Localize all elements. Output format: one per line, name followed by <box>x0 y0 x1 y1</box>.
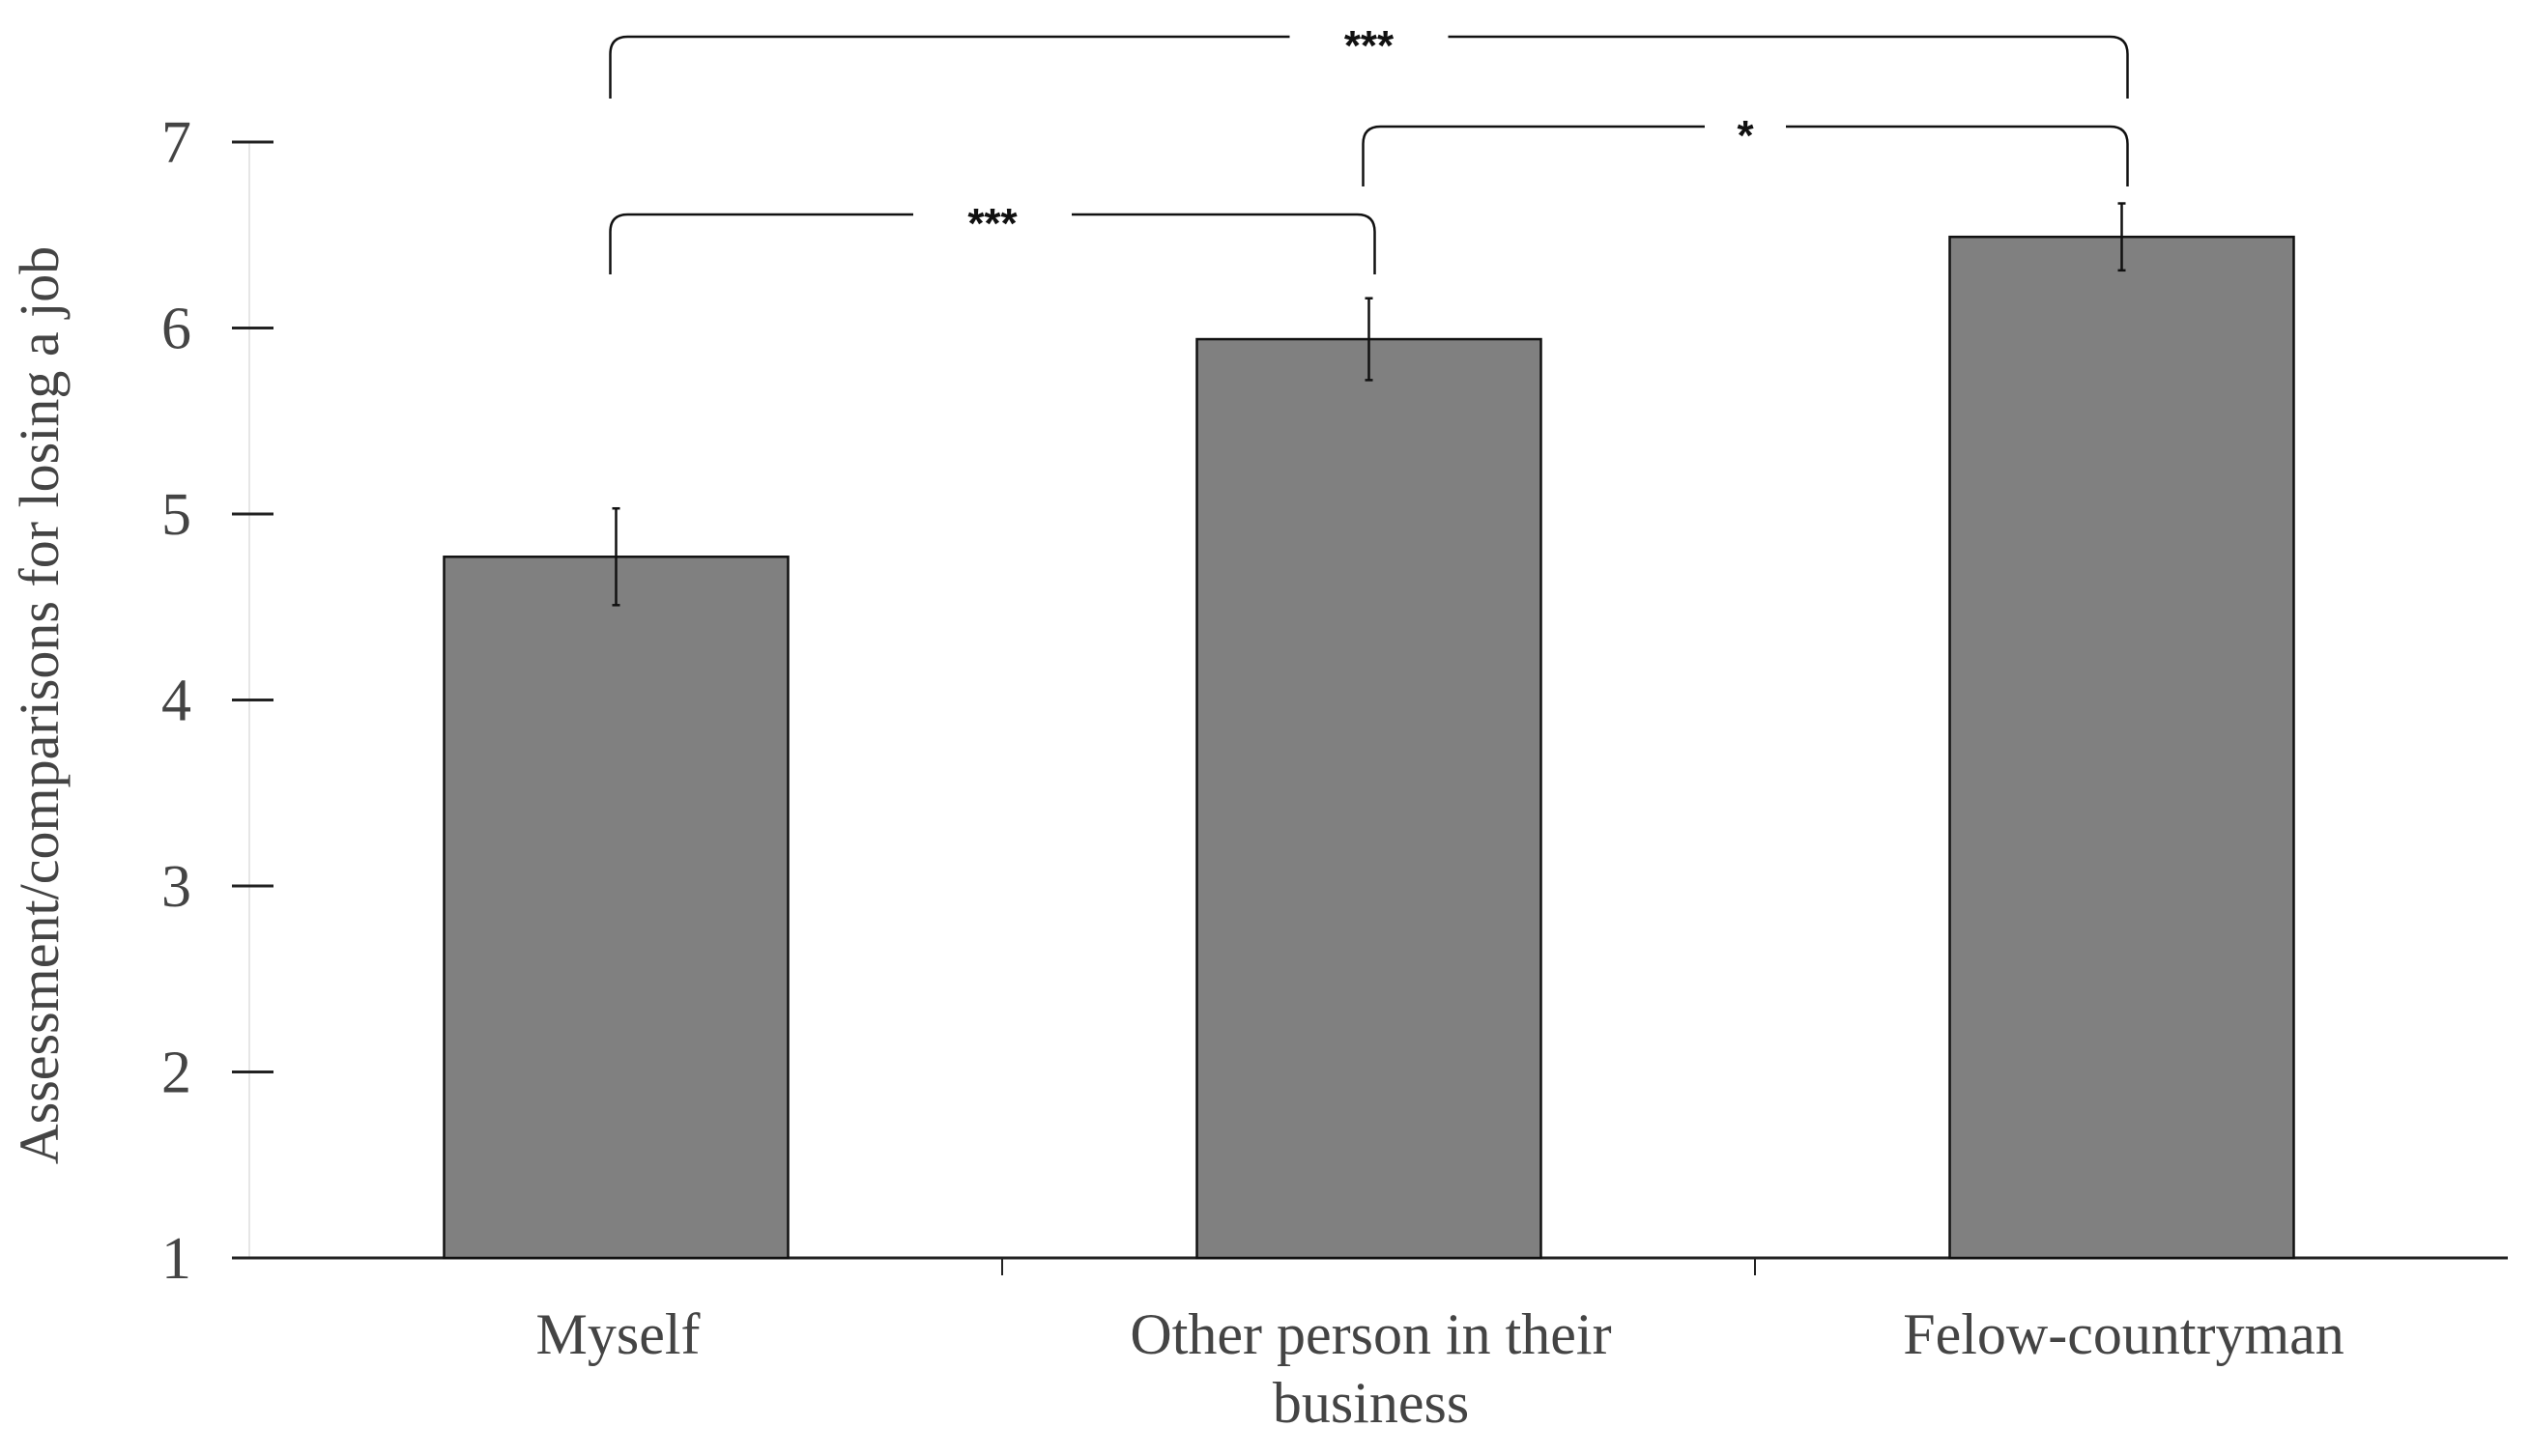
significance-brackets: ******* <box>609 22 2129 274</box>
y-tick-label: 3 <box>161 854 191 920</box>
x-tick-label-line: Myself <box>536 1302 701 1366</box>
significance-label: *** <box>967 200 1018 247</box>
x-tick-label: Other person in their business <box>1130 1302 1611 1435</box>
y-tick-label: 6 <box>161 297 191 362</box>
x-tick-label: Felow-countryman <box>1903 1302 2344 1366</box>
y-tick-label: 4 <box>161 669 191 734</box>
significance-label: *** <box>1344 22 1395 70</box>
x-tick-label-line: Felow-countryman <box>1903 1302 2344 1366</box>
significance-bracket <box>609 213 1376 274</box>
y-tick-label: 1 <box>161 1226 191 1292</box>
y-axis: 1 2 3 4 5 6 7 <box>161 110 273 1292</box>
significance-bracket <box>1362 125 2129 186</box>
bar <box>1195 337 1542 1260</box>
bars <box>443 202 2295 1260</box>
bar <box>1948 235 2295 1260</box>
x-axis: Myself Other person in their business Felow… <box>232 1256 2508 1435</box>
x-tick-label: Myself <box>536 1302 701 1366</box>
significance-label: * <box>1737 112 1754 159</box>
bar <box>443 556 790 1260</box>
x-tick-label-line: business <box>1273 1371 1469 1435</box>
significance-bracket <box>609 35 2129 99</box>
y-tick-label: 2 <box>161 1041 191 1106</box>
y-axis-title: Assessment/comparisons for losing a job <box>8 246 71 1164</box>
y-tick-label: 5 <box>161 482 191 548</box>
x-tick-label-line: Other person in their <box>1130 1302 1611 1366</box>
y-tick-label: 7 <box>161 110 191 176</box>
